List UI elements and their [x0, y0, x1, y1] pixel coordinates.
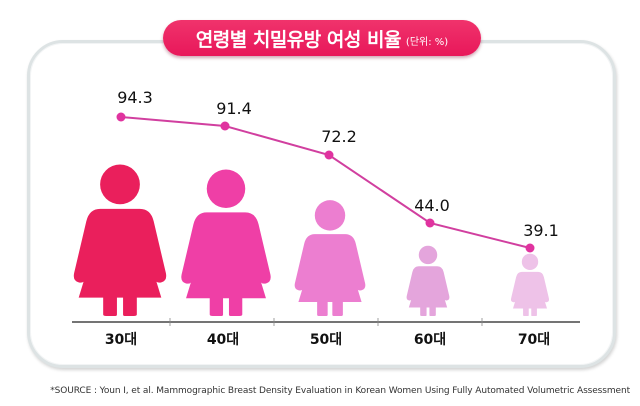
data-point-30s — [116, 112, 126, 122]
figure-70s — [510, 253, 550, 316]
chart-unit: (단위: %) — [405, 36, 449, 48]
data-point-40s — [220, 121, 230, 131]
value-label-30s: 94.3 — [117, 88, 153, 107]
value-label-60s: 44.0 — [414, 196, 450, 215]
figure-30s — [73, 164, 167, 316]
value-label-40s: 91.4 — [216, 99, 252, 118]
figure-50s — [294, 200, 366, 316]
category-label-30s: 30대 — [105, 332, 137, 348]
chart-title: 연령별 치밀유방 여성 비율 — [195, 28, 402, 51]
data-point-50s — [324, 150, 334, 160]
chart-title-banner: 연령별 치밀유방 여성 비율 (단위: %) — [163, 20, 481, 56]
data-point-60s — [425, 218, 435, 228]
data-point-70s — [525, 243, 535, 253]
figure-40s — [181, 169, 271, 316]
category-label-60s: 60대 — [414, 332, 446, 348]
value-label-70s: 39.1 — [523, 221, 559, 240]
source-citation: *SOURCE : Youn I, et al. Mammographic Br… — [50, 386, 630, 396]
category-label-50s: 50대 — [310, 332, 342, 348]
category-label-40s: 40대 — [207, 332, 239, 348]
figure-60s — [406, 245, 450, 316]
value-label-50s: 72.2 — [321, 127, 357, 146]
category-label-70s: 70대 — [518, 332, 550, 348]
